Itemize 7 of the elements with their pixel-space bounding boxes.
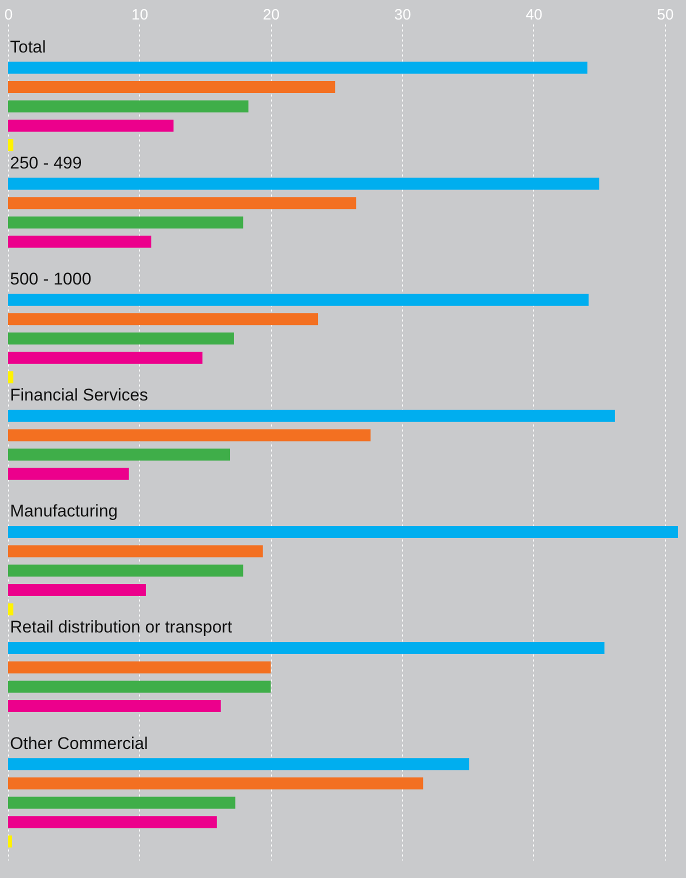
y-tick-label: Financial Services: [10, 386, 148, 405]
y-tick-label: Total: [10, 37, 46, 56]
y-tick-label: 250 - 499: [10, 153, 82, 172]
y-tick-label: 500 - 1000: [10, 270, 92, 289]
y-tick-label: Retail distribution or transport: [10, 618, 232, 637]
y-tick-label: Manufacturing: [10, 502, 118, 521]
y-tick-label: Other Commercial: [10, 734, 148, 753]
